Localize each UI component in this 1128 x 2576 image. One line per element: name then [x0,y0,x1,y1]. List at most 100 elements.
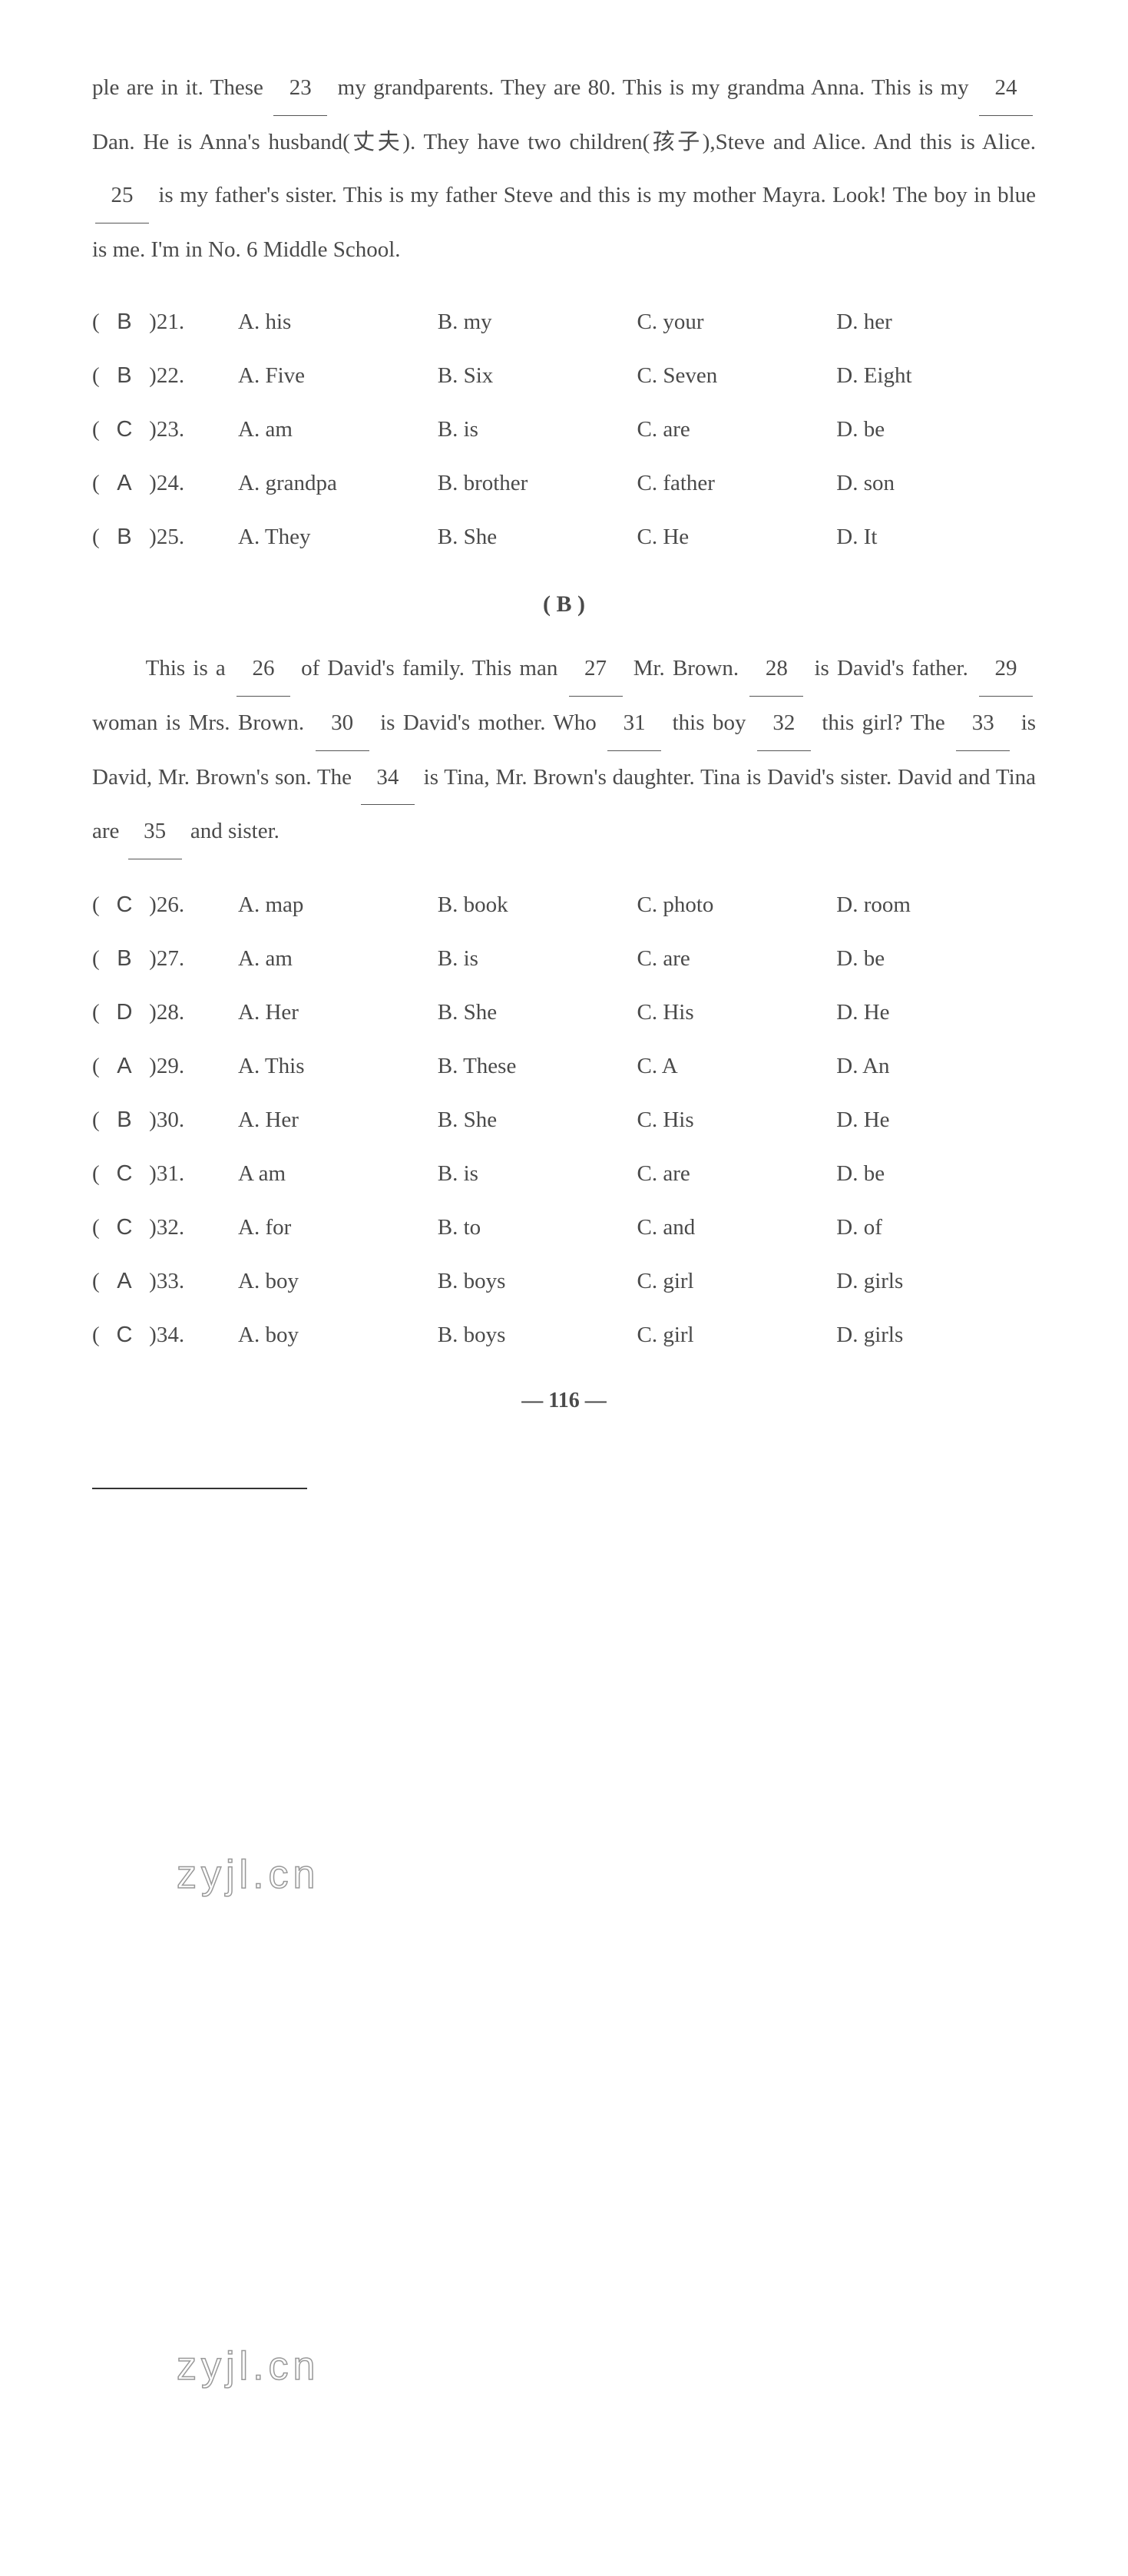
right-paren: ) [144,525,157,549]
option-d: D. be [836,1151,1036,1196]
right-paren: ) [144,1323,157,1347]
answer-letter: B [105,1098,144,1142]
passage-text: is my father's sister. This is my father… [92,183,1036,262]
question-row: ( D )28. A. HerB. SheC. HisD. He [92,990,1036,1035]
option-b: B. is [438,1151,637,1196]
option-a: A. Her [238,1098,438,1142]
option-b: B. boys [438,1259,637,1303]
question-row: ( B )25. A. TheyB. SheC. HeD. It [92,515,1036,559]
answer-letter: B [105,936,144,981]
option-a: A. grandpa [238,461,438,505]
answer-letter: C [105,1151,144,1196]
passage-text: woman is Mrs. Brown. [92,710,313,735]
passage-text: ple are in it. These [92,75,270,100]
option-c: C. father [637,461,837,505]
option-d: D. girls [836,1313,1036,1357]
left-paren: ( [92,310,105,334]
right-paren: ) [144,892,157,917]
questions-a: ( B )21. A. hisB. myC. yourD. her( B )22… [92,300,1036,559]
option-c: C. His [637,990,837,1035]
option-d: D. be [836,407,1036,452]
question-number: 24. [157,471,184,495]
question-number: 23. [157,417,184,442]
option-d: D. It [836,515,1036,559]
blank-27: 27 [569,642,623,697]
option-b: B. boys [438,1313,637,1357]
option-b: B. These [438,1044,637,1088]
blank-24: 24 [979,61,1033,116]
page-content: ple are in it. These 23 my grandparents.… [92,61,1036,1489]
option-d: D. be [836,936,1036,981]
left-paren: ( [92,892,105,917]
option-d: D. He [836,990,1036,1035]
right-paren: ) [144,1108,157,1132]
blank-30: 30 [316,697,369,751]
question-number: 33. [157,1269,184,1293]
question-row: ( C )23. A. amB. isC. areD. be [92,407,1036,452]
option-b: B. book [438,882,637,927]
answer-paren: ( C )32. [92,1205,238,1250]
question-number: 31. [157,1161,184,1186]
answer-paren: ( C )31. [92,1151,238,1196]
passage-b: This is a 26 of David's family. This man… [92,642,1036,859]
question-number: 25. [157,525,184,549]
question-row: ( B )30. A. HerB. SheC. HisD. He [92,1098,1036,1142]
left-paren: ( [92,1161,105,1186]
option-b: B. She [438,1098,637,1142]
option-a: A. am [238,936,438,981]
question-number: 29. [157,1054,184,1078]
option-d: D. Eight [836,353,1036,398]
option-c: C. girl [637,1259,837,1303]
passage-text: Mr. Brown. [633,656,747,680]
answer-letter: C [105,1205,144,1250]
answer-paren: ( B )21. [92,300,238,344]
blank-28: 28 [749,642,803,697]
answer-paren: ( B )27. [92,936,238,981]
answer-letter: B [105,353,144,398]
option-c: C. are [637,1151,837,1196]
option-c: C. girl [637,1313,837,1357]
answer-letter: C [105,882,144,927]
option-c: C. and [637,1205,837,1250]
question-number: 32. [157,1215,184,1240]
left-paren: ( [92,471,105,495]
option-a: A. map [238,882,438,927]
passage-text: and sister. [190,819,280,843]
passage-text: this girl? The [822,710,953,735]
question-row: ( B )27. A. amB. isC. areD. be [92,936,1036,981]
question-number: 28. [157,1000,184,1025]
question-row: ( A )24. A. grandpaB. brotherC. fatherD.… [92,461,1036,505]
passage-text: is David's father. [815,656,977,680]
option-d: D. girls [836,1259,1036,1303]
answer-paren: ( B )25. [92,515,238,559]
option-a: A. This [238,1044,438,1088]
passage-text: my grandparents. They are 80. This is my… [338,75,976,100]
answer-paren: ( C )34. [92,1313,238,1357]
option-b: B. my [438,300,637,344]
answer-letter: D [105,990,144,1035]
question-row: ( A )33. A. boyB. boysC. girlD. girls [92,1259,1036,1303]
answer-letter: C [105,1313,144,1357]
question-row: ( A )29. A. ThisB. TheseC. AD. An [92,1044,1036,1088]
question-number: 27. [157,946,184,971]
question-number: 22. [157,363,184,388]
right-paren: ) [144,946,157,971]
left-paren: ( [92,1108,105,1132]
option-a: A am [238,1151,438,1196]
section-b-header: ( B ) [92,586,1036,623]
blank-35: 35 [128,805,182,859]
blank-33: 33 [956,697,1010,751]
left-paren: ( [92,525,105,549]
answer-letter: A [105,461,144,505]
blank-25: 25 [95,169,149,223]
right-paren: ) [144,417,157,442]
passage-a: ple are in it. These 23 my grandparents.… [92,61,1036,276]
right-paren: ) [144,1161,157,1186]
answer-letter: C [105,407,144,452]
option-a: A. boy [238,1259,438,1303]
passage-text: is David's mother. Who [380,710,604,735]
option-a: A. for [238,1205,438,1250]
left-paren: ( [92,417,105,442]
answer-letter: A [105,1044,144,1088]
questions-b: ( C )26. A. mapB. bookC. photoD. room( B… [92,882,1036,1357]
